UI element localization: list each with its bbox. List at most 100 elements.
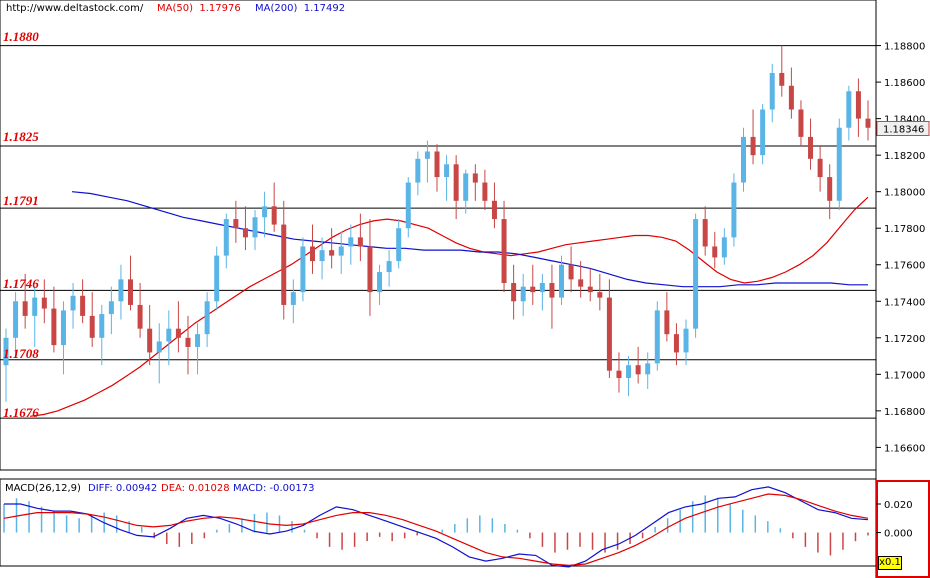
candle-body (319, 250, 325, 262)
candle-body (597, 292, 603, 298)
candle-body (568, 264, 574, 280)
candle-body (195, 334, 201, 347)
price-tick-label: 1.17200 (884, 334, 925, 345)
price-tick-label: 1.18000 (884, 188, 925, 199)
macd-value: MACD: -0.00173 (233, 483, 315, 494)
candle-body (300, 246, 306, 293)
candle-body (80, 295, 86, 316)
candle-body (846, 91, 852, 128)
candle-body (769, 72, 775, 110)
candle-body (501, 219, 507, 284)
candle-body (60, 310, 66, 346)
candle-body (855, 91, 861, 119)
source-url[interactable]: http://www.deltastock.com/ (6, 3, 144, 14)
level-label-6: 1.1676 (3, 405, 39, 420)
candle-body (587, 286, 593, 293)
candle-body (262, 206, 268, 218)
candle-body (424, 151, 430, 159)
candle-body (472, 173, 478, 183)
level-label-2: 1.1825 (3, 129, 39, 144)
candle-body (721, 237, 727, 258)
macd-dea: DEA: 0.01028 (161, 483, 230, 494)
candle-body (396, 228, 402, 262)
candle-body (511, 283, 517, 302)
level-label-3: 1.1791 (3, 193, 39, 208)
macd-tick-label: 0.020 (884, 500, 913, 511)
candle-body (89, 315, 95, 338)
candle-body (309, 246, 315, 262)
price-tick-label: 1.16800 (884, 407, 925, 418)
level-label-1: 1.1880 (3, 29, 39, 44)
candle-body (51, 308, 57, 346)
candle-body (233, 219, 239, 229)
candle-body (654, 310, 660, 364)
macd-title: MACD(26,12,9) (5, 483, 81, 494)
price-tick-label: 1.18800 (884, 42, 925, 53)
price-tick-label: 1.18400 (884, 115, 925, 126)
ma50-legend: MA(50) 1.17976 (157, 3, 241, 14)
ma200-legend: MA(200) 1.17492 (255, 3, 345, 14)
candle-body (434, 151, 440, 178)
candle-body (367, 246, 373, 293)
candle-body (702, 219, 708, 247)
candle-body (214, 255, 220, 302)
candle-body (156, 341, 162, 353)
candle-body (549, 283, 555, 298)
candle-body (836, 127, 842, 201)
candle-body (539, 283, 545, 293)
candle-body (338, 246, 344, 256)
candle-body (242, 228, 248, 238)
ma50-value: 1.17976 (199, 3, 241, 14)
candle-body (386, 261, 392, 273)
macd-tick-label: 0.000 (884, 529, 913, 540)
price-tick-label: 1.17400 (884, 297, 925, 308)
candle-body (108, 301, 114, 315)
candle-body (22, 301, 28, 316)
scale-button[interactable]: x0.1 (878, 556, 902, 570)
candle-body (626, 365, 632, 378)
candle-body (348, 237, 354, 247)
candle-body (808, 136, 814, 159)
candle-body (616, 370, 622, 378)
candle-body (788, 85, 794, 110)
candle-body (760, 109, 766, 156)
price-tick-label: 1.17800 (884, 224, 925, 235)
candle-body (453, 164, 459, 201)
candle-body (166, 328, 172, 342)
candle-body (185, 337, 191, 347)
level-label-5: 1.1708 (3, 346, 39, 361)
price-tick-label: 1.17000 (884, 370, 925, 381)
last-price-label: 1.18346 (883, 124, 924, 135)
candle-body (463, 173, 469, 201)
macd-diff-line (4, 486, 869, 568)
candle-body (128, 279, 134, 305)
candle-body (664, 310, 670, 335)
candle-body (281, 224, 287, 305)
macd-dea-line (3, 493, 869, 567)
candle-body (635, 365, 641, 375)
ma200-value: 1.17492 (303, 3, 346, 14)
candle-body (740, 136, 746, 183)
candle-body (520, 286, 526, 302)
candle-body (32, 297, 38, 316)
candle-body (377, 272, 383, 293)
ma50-line (29, 196, 869, 417)
candle-body (3, 337, 9, 366)
candle-body (147, 328, 153, 353)
candle-body (865, 118, 871, 128)
price-tick-label: 1.18600 (884, 78, 925, 89)
candle-body (70, 295, 76, 311)
candle-body (41, 297, 47, 309)
candle-body (223, 219, 229, 256)
candle-body (271, 206, 277, 225)
candle-body (482, 182, 488, 201)
candle-body (137, 304, 143, 329)
price-tick-label: 1.18200 (884, 151, 925, 162)
candle-body (415, 158, 421, 183)
price-tick-label: 1.16600 (884, 443, 925, 454)
candle-body (405, 182, 411, 229)
candle-body (252, 217, 258, 238)
candle-body (204, 301, 210, 335)
candle-body (683, 328, 689, 353)
